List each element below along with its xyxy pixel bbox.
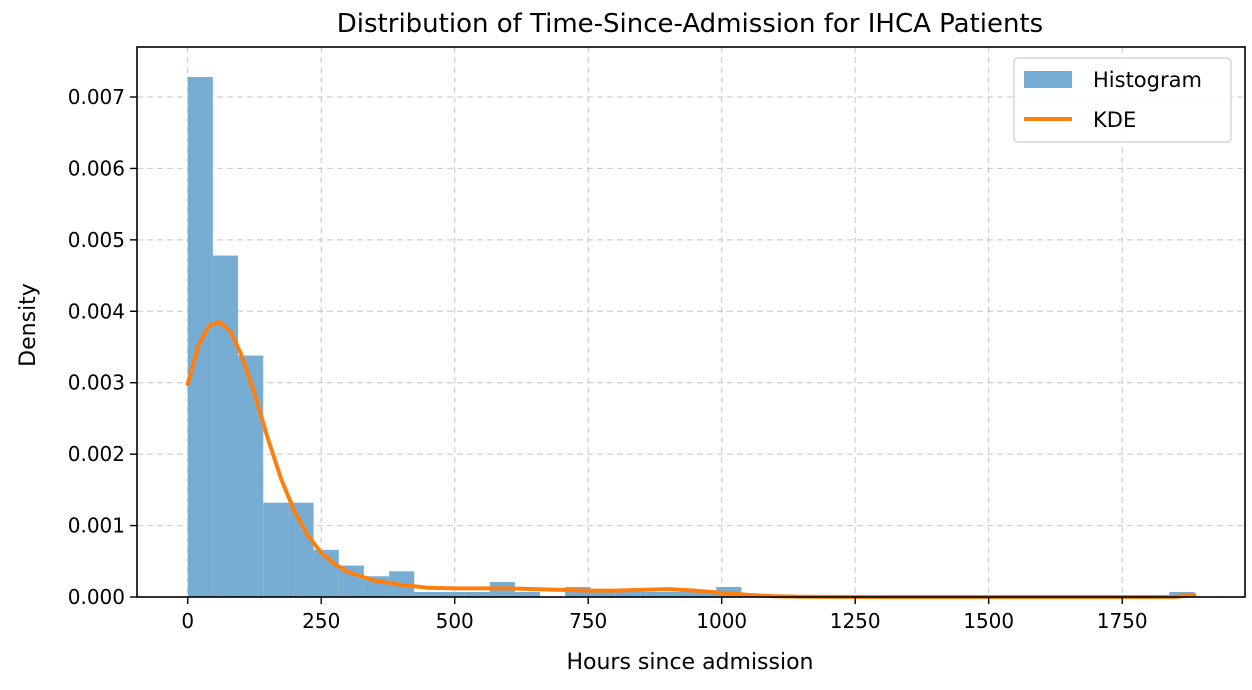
x-axis-ticks: 0 250 500 750 1000 1250 1500 1750 <box>181 597 1148 633</box>
legend-kde-label: KDE <box>1093 108 1136 132</box>
x-tick-label: 1750 <box>1097 609 1148 633</box>
histogram-bar <box>514 592 541 597</box>
y-axis-label: Density <box>16 283 41 367</box>
histogram-bar <box>464 592 490 597</box>
histogram-bar <box>288 502 314 597</box>
histogram-bar <box>691 592 717 597</box>
x-tick-label: 250 <box>302 609 340 633</box>
x-tick-label: 0 <box>181 609 194 633</box>
plot-frame <box>136 46 1246 598</box>
histogram-bar <box>640 592 666 597</box>
histogram-bar <box>615 592 641 597</box>
histogram-bar <box>590 592 616 597</box>
histogram-bar <box>439 592 465 597</box>
y-axis-ticks: 0.000 0.001 0.002 0.003 0.004 0.005 0.006 0.007 <box>68 85 137 609</box>
histogram-bar <box>665 592 692 597</box>
y-tick-label: 0.000 <box>68 585 125 609</box>
y-tick-label: 0.004 <box>68 299 125 323</box>
x-axis-label: Hours since admission <box>566 650 813 675</box>
x-tick-label: 500 <box>436 609 474 633</box>
y-tick-label: 0.006 <box>68 156 125 180</box>
histogram-bar <box>212 255 239 598</box>
histogram-bar <box>263 502 289 597</box>
legend: Histogram KDE <box>1013 57 1232 143</box>
y-tick-label: 0.005 <box>68 228 125 252</box>
x-tick-label: 1000 <box>696 609 747 633</box>
histogram-bar <box>187 77 213 597</box>
x-tick-label: 1250 <box>830 609 881 633</box>
legend-histogram-swatch <box>1024 71 1072 88</box>
legend-histogram-label: Histogram <box>1093 68 1202 92</box>
histogram-bar <box>414 592 440 597</box>
chart-title: Distribution of Time-Since-Admission for… <box>337 9 1043 39</box>
x-tick-label: 1500 <box>963 609 1014 633</box>
y-tick-label: 0.001 <box>68 514 125 538</box>
histogram-bar <box>238 355 264 597</box>
x-tick-label: 750 <box>569 609 607 633</box>
y-tick-label: 0.002 <box>68 442 125 466</box>
y-tick-label: 0.003 <box>68 371 125 395</box>
histogram-bars <box>187 77 1195 598</box>
y-tick-label: 0.007 <box>68 85 125 109</box>
